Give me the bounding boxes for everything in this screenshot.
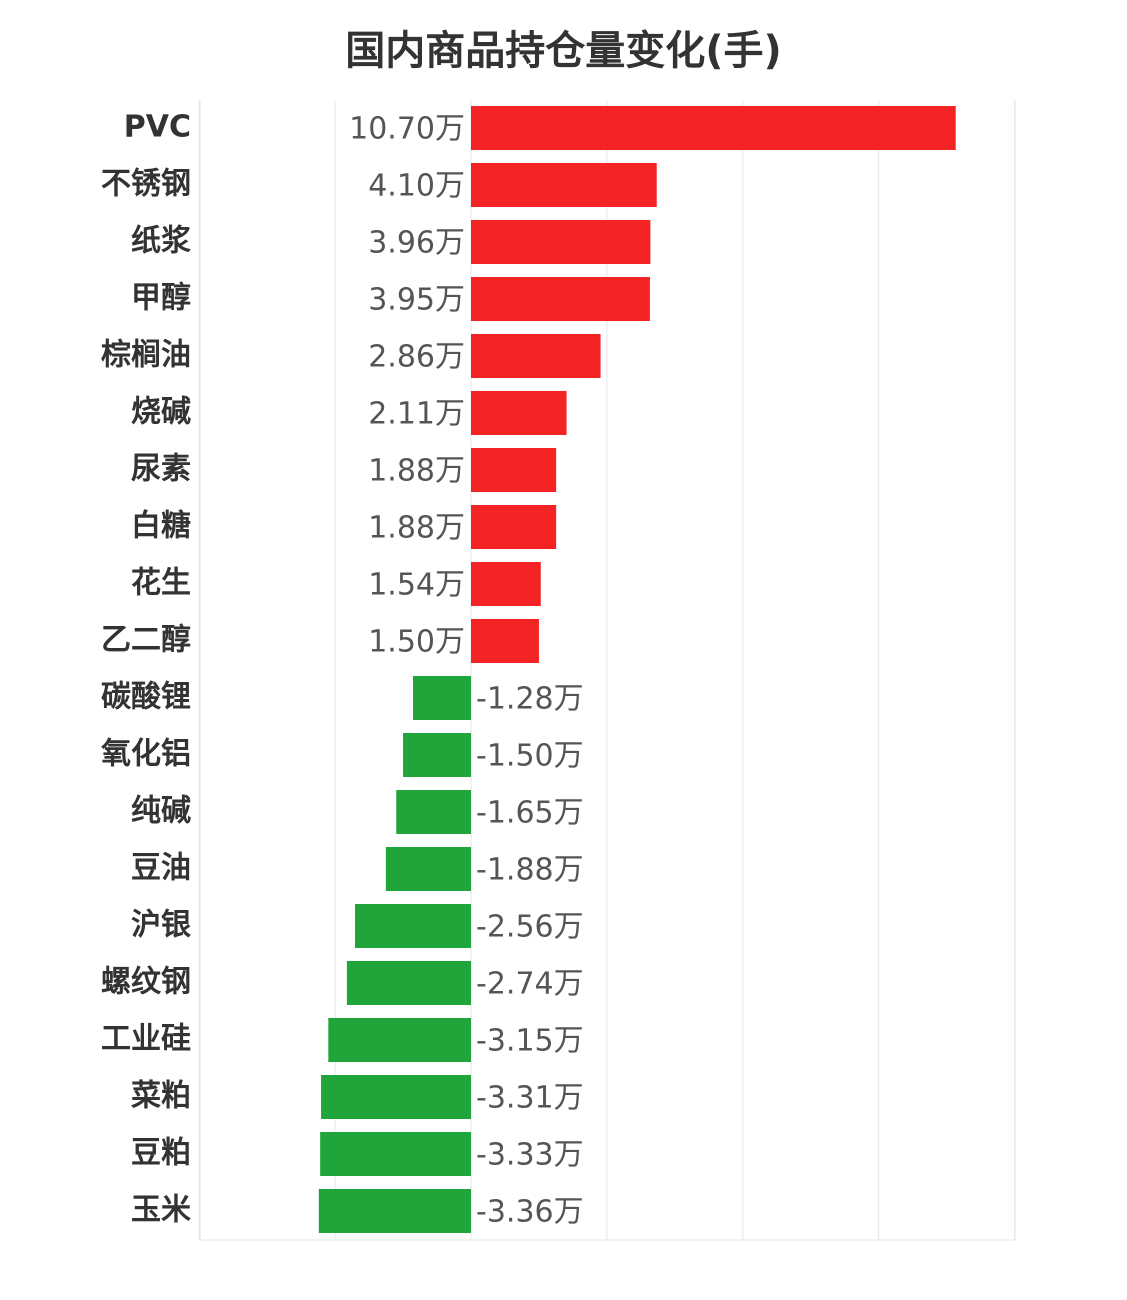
bar <box>471 505 557 549</box>
value-label: 1.88万 <box>368 511 465 546</box>
category-label: 沪银 <box>131 908 191 943</box>
bar <box>471 562 541 606</box>
category-label: 尿素 <box>131 452 191 487</box>
category-label: 豆粕 <box>131 1136 191 1171</box>
value-label: -2.74万 <box>476 967 584 1002</box>
value-label: 1.54万 <box>368 568 465 603</box>
bar <box>471 391 567 435</box>
category-label: 碳酸锂 <box>101 680 191 715</box>
category-label: 花生 <box>131 566 191 601</box>
bar <box>321 1075 471 1119</box>
category-label: 菜粕 <box>131 1079 191 1114</box>
bar <box>328 1018 471 1062</box>
bar <box>471 163 657 207</box>
bar <box>471 448 557 492</box>
value-label: -3.36万 <box>476 1195 584 1230</box>
value-label: 10.70万 <box>349 112 465 147</box>
category-label: 工业硅 <box>101 1022 191 1057</box>
category-label: 甲醇 <box>131 281 191 316</box>
category-label: 氧化铝 <box>101 737 191 772</box>
category-label: 螺纹钢 <box>101 965 191 1000</box>
value-label: -2.56万 <box>476 910 584 945</box>
bar <box>385 847 471 891</box>
value-label: 4.10万 <box>368 169 465 204</box>
bar <box>471 106 956 150</box>
value-label: -1.65万 <box>476 796 584 831</box>
category-label: 不锈钢 <box>101 167 191 202</box>
bar <box>318 1189 471 1233</box>
category-label: PVC <box>124 110 191 145</box>
value-label: 1.88万 <box>368 454 465 489</box>
value-label: 3.95万 <box>368 283 465 318</box>
bar <box>471 334 601 378</box>
value-label: -3.15万 <box>476 1024 584 1059</box>
value-label: 2.86万 <box>368 340 465 375</box>
bar <box>471 220 651 264</box>
category-label: 乙二醇 <box>101 623 191 658</box>
value-label: -3.31万 <box>476 1081 584 1116</box>
bar <box>396 790 471 834</box>
category-label: 纯碱 <box>131 794 191 829</box>
value-label: -3.33万 <box>476 1138 584 1173</box>
category-label: 玉米 <box>131 1193 191 1228</box>
value-label: 1.50万 <box>368 625 465 660</box>
bar <box>346 961 471 1005</box>
bar <box>403 733 471 777</box>
chart-title: 国内商品持仓量变化(手) <box>345 28 782 74</box>
category-label: 纸浆 <box>131 224 191 259</box>
bar <box>355 904 471 948</box>
category-label: 豆油 <box>131 851 191 886</box>
bar <box>471 619 539 663</box>
value-label: -1.88万 <box>476 853 584 888</box>
value-label: 3.96万 <box>368 226 465 261</box>
bar <box>413 676 471 720</box>
value-label: -1.50万 <box>476 739 584 774</box>
bar <box>471 277 650 321</box>
bar <box>320 1132 471 1176</box>
value-label: 2.11万 <box>368 397 465 432</box>
value-label: -1.28万 <box>476 682 584 717</box>
category-label: 白糖 <box>131 509 191 544</box>
category-label: 烧碱 <box>131 395 191 430</box>
category-label: 棕榈油 <box>101 338 191 373</box>
